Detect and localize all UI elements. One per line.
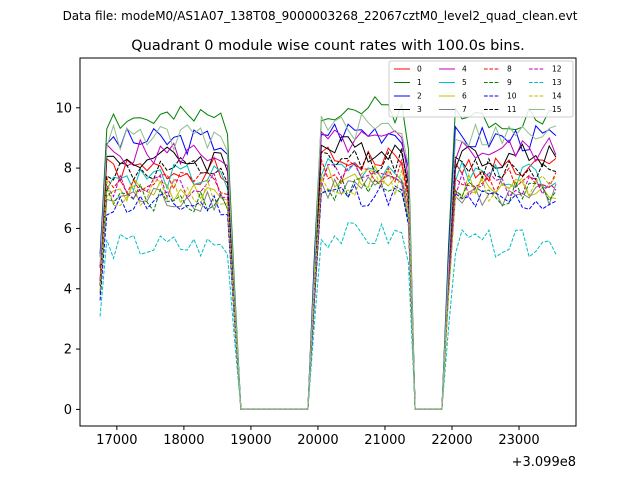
series-line-14 (99, 168, 557, 410)
series-line-8 (99, 159, 557, 410)
legend-label-7: 7 (462, 105, 467, 114)
series-line-15 (99, 113, 557, 410)
series-line-1 (99, 95, 556, 410)
chart-title: Quadrant 0 module wise count rates with … (131, 38, 525, 54)
x-tick-label: 23000 (498, 433, 539, 448)
y-tick-label: 6 (64, 222, 72, 237)
legend-label-12: 12 (552, 65, 562, 74)
legend-label-3: 3 (417, 105, 422, 114)
legend-label-0: 0 (417, 65, 422, 74)
series-line-7 (99, 175, 557, 410)
legend-label-2: 2 (417, 92, 422, 101)
series-line-2 (99, 123, 557, 410)
series-line-6 (99, 164, 556, 410)
y-tick-label: 10 (55, 101, 72, 116)
series-line-9 (99, 175, 557, 410)
y-tick-label: 2 (64, 343, 72, 358)
series-lines (99, 95, 557, 410)
x-tick-label: 17000 (96, 433, 137, 448)
legend-label-11: 11 (507, 105, 517, 114)
x-offset-label: +3.099e8 (512, 455, 576, 470)
y-axis: 0 2 4 6 8 10 (55, 101, 80, 418)
x-tick-label: 19000 (230, 433, 271, 448)
series-line-4 (99, 129, 557, 410)
legend-label-4: 4 (462, 65, 467, 74)
series-line-12 (99, 163, 557, 410)
plot-frame (79, 57, 577, 427)
x-tick-label: 22000 (431, 433, 472, 448)
y-tick-label: 4 (64, 282, 72, 297)
series-line-10 (99, 182, 557, 410)
legend-label-5: 5 (462, 78, 467, 87)
legend-label-6: 6 (462, 92, 467, 101)
x-tick-label: 20000 (297, 433, 338, 448)
chart-suptitle: Data file: modeM0/AS1A07_138T08_90000032… (63, 9, 578, 23)
legend-label-9: 9 (507, 78, 512, 87)
x-tick-label: 21000 (364, 433, 405, 448)
x-axis: 17000 18000 19000 20000 21000 22000 23000 (96, 426, 540, 448)
series-line-13 (99, 222, 557, 410)
legend-box (388, 60, 574, 118)
legend-label-10: 10 (507, 92, 517, 101)
legend-label-1: 1 (417, 78, 422, 87)
legend-label-14: 14 (552, 92, 562, 101)
series-line-11 (99, 147, 557, 410)
y-tick-label: 8 (64, 162, 72, 177)
series-line-0 (99, 146, 557, 410)
legend-label-8: 8 (507, 65, 512, 74)
series-line-3 (99, 136, 557, 410)
y-tick-label: 0 (64, 403, 72, 418)
legend-label-15: 15 (552, 105, 562, 114)
x-tick-label: 18000 (163, 433, 204, 448)
legend-label-13: 13 (552, 78, 562, 87)
